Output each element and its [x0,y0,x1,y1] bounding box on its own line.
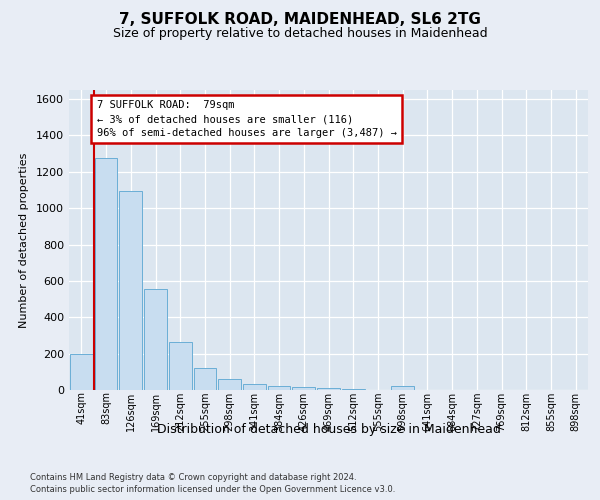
Bar [342,388,365,390]
Text: Size of property relative to detached houses in Maidenhead: Size of property relative to detached ho… [113,28,487,40]
Y-axis label: Number of detached properties: Number of detached properties [19,152,29,328]
Bar [169,342,191,390]
Bar [391,386,414,390]
Text: 7 SUFFOLK ROAD:  79sqm
← 3% of detached houses are smaller (116)
96% of semi-det: 7 SUFFOLK ROAD: 79sqm ← 3% of detached h… [97,100,397,138]
Bar [119,191,142,390]
Bar [95,158,118,390]
Bar [218,380,241,390]
Bar [70,354,93,390]
Text: 7, SUFFOLK ROAD, MAIDENHEAD, SL6 2TG: 7, SUFFOLK ROAD, MAIDENHEAD, SL6 2TG [119,12,481,28]
Text: Distribution of detached houses by size in Maidenhead: Distribution of detached houses by size … [157,422,501,436]
Bar [292,388,315,390]
Bar [243,384,266,390]
Bar [268,386,290,390]
Text: Contains public sector information licensed under the Open Government Licence v3: Contains public sector information licen… [30,485,395,494]
Bar [317,388,340,390]
Text: Contains HM Land Registry data © Crown copyright and database right 2024.: Contains HM Land Registry data © Crown c… [30,472,356,482]
Bar [194,368,216,390]
Bar [144,289,167,390]
